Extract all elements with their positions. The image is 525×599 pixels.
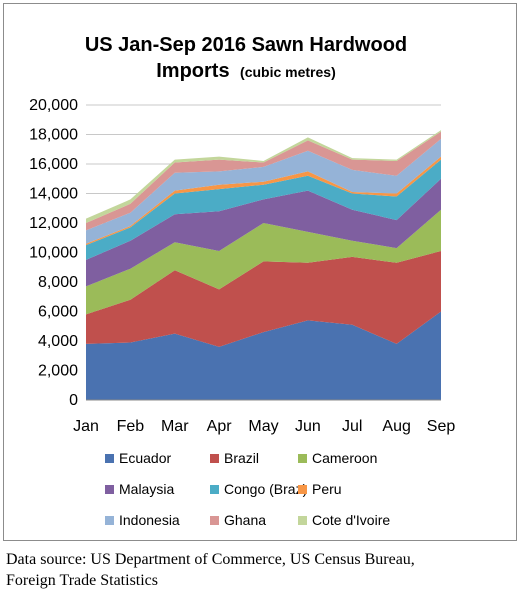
legend-swatch bbox=[105, 485, 114, 494]
chart-title-line-2: Imports (cubic metres) bbox=[156, 60, 336, 82]
x-tick-label: May bbox=[248, 418, 278, 435]
y-tick-label: 16,000 bbox=[29, 156, 78, 173]
legend-label: Indonesia bbox=[119, 512, 180, 528]
chart-title: US Jan-Sep 2016 Sawn Hardwood bbox=[85, 34, 407, 56]
legend-label: Malaysia bbox=[119, 481, 174, 497]
legend-item-brazil: Brazil bbox=[210, 450, 259, 466]
area-series-congo-braz- bbox=[86, 159, 441, 260]
area-series-malaysia bbox=[86, 178, 441, 287]
y-tick-label: 8,000 bbox=[38, 274, 78, 291]
legend-swatch bbox=[210, 454, 219, 463]
legend-label: Cameroon bbox=[312, 450, 377, 466]
legend-item-peru: Peru bbox=[298, 481, 342, 497]
legend-label: Peru bbox=[312, 481, 342, 497]
legend-item-indonesia: Indonesia bbox=[105, 512, 180, 528]
x-tick-label: Jul bbox=[342, 418, 362, 435]
y-tick-label: 0 bbox=[69, 392, 78, 409]
legend-item-ecuador: Ecuador bbox=[105, 450, 171, 466]
legend-item-ghana: Ghana bbox=[210, 512, 266, 528]
legend-item-cote-d-ivoire: Cote d'Ivoire bbox=[298, 512, 390, 528]
y-tick-label: 20,000 bbox=[29, 97, 78, 114]
y-tick-label: 10,000 bbox=[29, 245, 78, 262]
x-tick-label: Mar bbox=[161, 418, 189, 435]
y-tick-label: 6,000 bbox=[38, 304, 78, 321]
y-tick-label: 18,000 bbox=[29, 127, 78, 144]
area-series-brazil bbox=[86, 251, 441, 347]
legend-swatch bbox=[210, 516, 219, 525]
legend-swatch bbox=[298, 454, 307, 463]
x-tick-label: Sep bbox=[427, 418, 456, 435]
area-series-cote-d-ivoire bbox=[86, 130, 441, 223]
y-tick-label: 14,000 bbox=[29, 186, 78, 203]
area-series-ecuador bbox=[86, 311, 441, 400]
area-series-ghana bbox=[86, 131, 441, 231]
legend-item-malaysia: Malaysia bbox=[105, 481, 174, 497]
y-tick-label: 2,000 bbox=[38, 363, 78, 380]
x-tick-label: Jun bbox=[295, 418, 321, 435]
legend-swatch bbox=[298, 485, 307, 494]
legend: Ecuador Brazil Cameroon Malaysia Congo (Braz… bbox=[105, 450, 390, 528]
chart-title-imports: Imports bbox=[156, 60, 229, 82]
data-source-caption: Data source: US Department of Commerce, … bbox=[6, 549, 521, 591]
legend-item-cameroon: Cameroon bbox=[298, 450, 377, 466]
caption-line-2: Foreign Trade Statistics bbox=[6, 572, 159, 589]
stacked-area-chart: US Jan-Sep 2016 Sawn Hardwood Imports (c… bbox=[29, 34, 455, 528]
x-tick-label: Apr bbox=[207, 418, 233, 435]
x-tick-label: Aug bbox=[382, 418, 410, 435]
x-tick-label: Jan bbox=[73, 418, 99, 435]
chart-frame: US Jan-Sep 2016 Sawn Hardwood Imports (c… bbox=[3, 3, 517, 541]
area-series-indonesia bbox=[86, 138, 441, 244]
legend-item-congo-braz-: Congo (Braz) bbox=[210, 481, 307, 497]
legend-swatch bbox=[210, 485, 219, 494]
chart-title-unit: (cubic metres) bbox=[240, 64, 336, 80]
legend-swatch bbox=[105, 516, 114, 525]
y-tick-label: 12,000 bbox=[29, 215, 78, 232]
legend-label: Ghana bbox=[224, 512, 266, 528]
y-tick-label: 4,000 bbox=[38, 333, 78, 350]
legend-swatch bbox=[298, 516, 307, 525]
legend-label: Brazil bbox=[224, 450, 259, 466]
area-series-group bbox=[86, 130, 441, 400]
legend-label: Ecuador bbox=[119, 450, 171, 466]
axes: 0 2,000 4,000 6,000 8,000 10,000 12,000 14,000 1… bbox=[29, 97, 455, 435]
legend-swatch bbox=[105, 454, 114, 463]
caption-line-1: Data source: US Department of Commerce, … bbox=[6, 551, 415, 568]
legend-label: Cote d'Ivoire bbox=[312, 512, 390, 528]
area-series-cameroon bbox=[86, 209, 441, 315]
x-tick-label: Feb bbox=[117, 418, 145, 435]
legend-label: Congo (Braz) bbox=[224, 481, 307, 497]
